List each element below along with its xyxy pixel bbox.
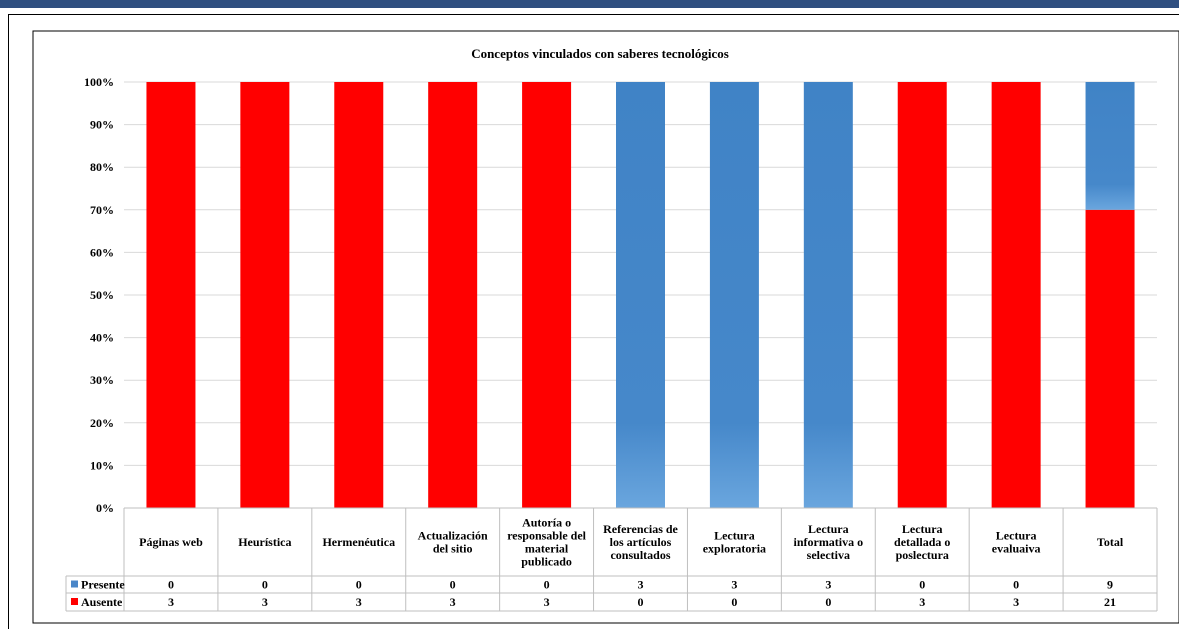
bar-ausente	[146, 82, 196, 508]
x-category-label: Total	[1097, 535, 1124, 549]
bar-ausente	[428, 82, 478, 508]
y-tick-label: 10%	[90, 458, 114, 472]
bar-presente	[1085, 82, 1135, 210]
bar-ausente	[522, 82, 572, 508]
y-tick-label: 80%	[90, 160, 114, 174]
table-value-presente: 0	[919, 578, 925, 592]
table-value-presente: 3	[731, 578, 737, 592]
bar-presente	[803, 82, 853, 508]
y-tick-label: 100%	[84, 75, 114, 89]
bar-ausente	[240, 82, 290, 508]
table-value-presente: 0	[450, 578, 456, 592]
legend-swatch-ausente	[71, 598, 78, 605]
table-value-ausente: 21	[1104, 595, 1116, 609]
table-value-presente: 0	[168, 578, 174, 592]
table-value-ausente: 3	[356, 595, 362, 609]
x-category-label: Lectura informativa o selectiva	[793, 522, 863, 562]
table-value-ausente: 0	[638, 595, 644, 609]
y-tick-label: 40%	[90, 331, 114, 345]
x-category-label: Lectura evaluaiva	[992, 529, 1041, 556]
chart-title: Conceptos vinculados con saberes tecnoló…	[471, 46, 729, 61]
table-value-ausente: 3	[1013, 595, 1019, 609]
bar-ausente	[334, 82, 384, 508]
y-tick-label: 0%	[96, 501, 114, 515]
table-value-presente: 3	[638, 578, 644, 592]
x-category-label: Lectura detallada o poslectura	[894, 522, 950, 562]
table-value-presente: 0	[262, 578, 268, 592]
x-category-label: Referencias de los artículos consultados	[603, 522, 678, 562]
bar-presente	[616, 82, 665, 508]
x-category-label: Lectura exploratoria	[703, 529, 766, 556]
bar-ausente	[1085, 209, 1135, 509]
table-value-presente: 0	[1013, 578, 1019, 592]
legend-label-presente: Presente	[81, 578, 125, 592]
table-value-ausente: 3	[450, 595, 456, 609]
table-value-presente: 3	[825, 578, 831, 592]
legend-label-ausente: Ausente	[81, 595, 123, 609]
x-category-label: Heurística	[238, 535, 291, 549]
frame-left-line	[8, 14, 9, 629]
table-value-ausente: 3	[262, 595, 268, 609]
y-tick-label: 50%	[90, 288, 114, 302]
x-category-label: Hermenéutica	[322, 535, 395, 549]
table-value-ausente: 3	[544, 595, 550, 609]
y-tick-label: 90%	[90, 118, 114, 132]
table-value-presente: 9	[1107, 578, 1113, 592]
table-value-ausente: 3	[919, 595, 925, 609]
x-category-label: Autoría o responsable del material publicad…	[507, 516, 586, 569]
bar-ausente	[897, 82, 947, 508]
x-category-label: Actualización del sitio	[418, 529, 488, 556]
table-value-ausente: 3	[168, 595, 174, 609]
frame-top-line	[8, 14, 1179, 15]
y-tick-label: 70%	[90, 203, 114, 217]
table-value-presente: 0	[544, 578, 550, 592]
table-value-presente: 0	[356, 578, 362, 592]
y-tick-label: 60%	[90, 245, 114, 259]
y-tick-label: 20%	[90, 416, 114, 430]
bar-ausente	[991, 82, 1041, 508]
x-category-label: Páginas web	[139, 535, 203, 549]
table-value-ausente: 0	[825, 595, 831, 609]
legend-swatch-presente	[71, 580, 78, 588]
top-border-bar	[0, 0, 1179, 8]
y-tick-label: 30%	[90, 373, 114, 387]
bar-presente	[709, 82, 759, 508]
chart-frame	[32, 30, 1179, 624]
table-value-ausente: 0	[731, 595, 737, 609]
